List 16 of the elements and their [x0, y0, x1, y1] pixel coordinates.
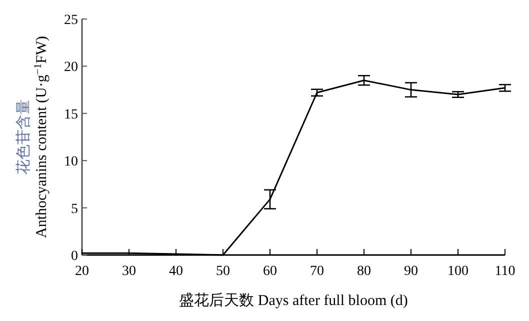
x-tick-label: 110 [494, 264, 516, 279]
x-axis-title: 盛花后天数 Days after full bloom (d) [179, 292, 408, 309]
x-tick-label: 80 [357, 264, 371, 279]
x-tick-label: 50 [216, 264, 230, 279]
y-tick-label: 20 [64, 60, 78, 76]
y-tick-label: 0 [71, 249, 78, 264]
y-tick-label: 25 [64, 13, 78, 28]
x-tick-label: 60 [263, 264, 277, 279]
x-tick-label: 30 [122, 264, 136, 279]
y-tick-label: 15 [64, 107, 78, 122]
y-tick-label: 5 [71, 202, 78, 217]
x-tick-label: 70 [310, 264, 324, 279]
y-tick-label: 10 [64, 154, 78, 170]
x-tick-label: 100 [448, 264, 468, 279]
x-tick-label: 40 [169, 264, 183, 279]
x-tick-label: 90 [404, 264, 418, 279]
